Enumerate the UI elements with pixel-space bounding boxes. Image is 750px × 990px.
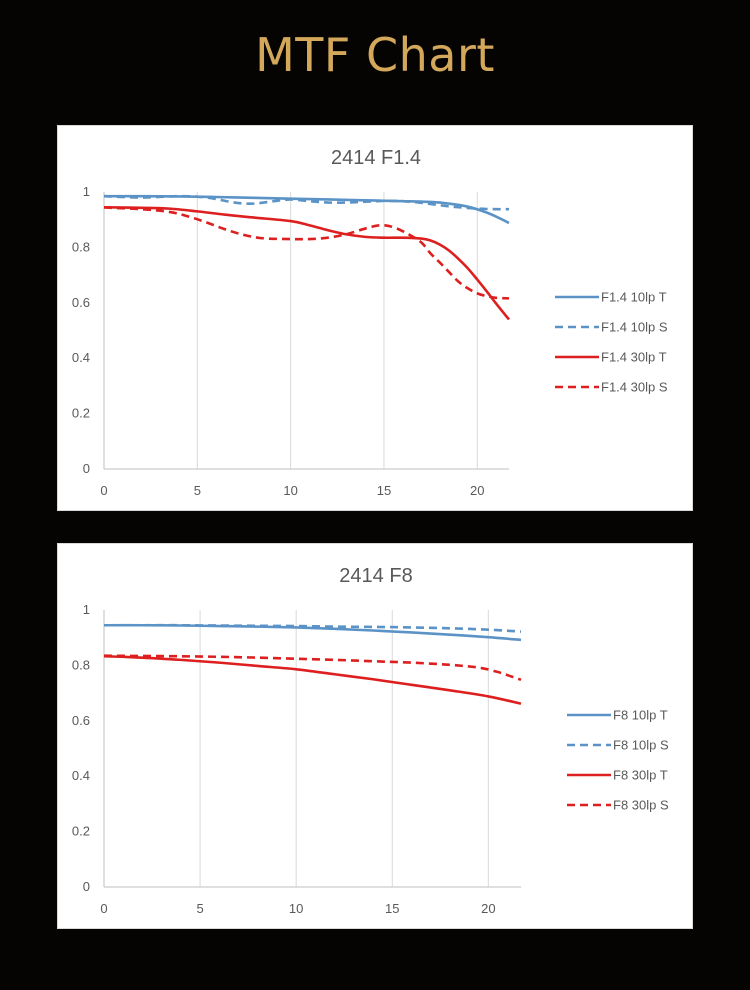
legend-label: F1.4 30lp T (601, 350, 667, 365)
x-tick-label: 5 (194, 483, 201, 498)
legend-label: F1.4 10lp S (601, 320, 668, 335)
legend-label: F1.4 10lp T (601, 290, 667, 305)
legend-label: F8 30lp T (613, 768, 668, 783)
chart-panel-f8: 2414 F8 0 0.2 0.4 0.6 0.8 1 0 5 10 15 20 F8 10lp T F8… (57, 543, 693, 929)
series-line-3 (103, 205, 510, 321)
legend-label: F8 10lp T (613, 708, 668, 723)
y-tick-label: 0.8 (72, 657, 90, 672)
chart-title: 2414 F8 (339, 565, 412, 587)
series-line-4 (103, 654, 522, 682)
x-tick-label: 0 (100, 483, 107, 498)
y-tick-label: 1 (83, 602, 90, 617)
y-tick-label: 0.8 (72, 239, 90, 254)
series-line-1 (103, 623, 522, 642)
y-tick-label: 0.4 (72, 768, 90, 783)
series-line-3 (103, 654, 522, 705)
series-line-4 (103, 206, 510, 300)
x-tick-label: 20 (481, 901, 495, 916)
chart-panel-f14: 2414 F1.4 0 0.2 0.4 0.6 0.8 1 0 5 10 15 20 F1.4 10lp… (57, 125, 693, 511)
x-tick-label: 15 (377, 483, 391, 498)
x-tick-label: 10 (289, 901, 303, 916)
x-tick-label: 0 (100, 901, 107, 916)
series-line-2 (103, 194, 510, 211)
series-line-2 (103, 623, 522, 633)
y-tick-label: 0.6 (72, 713, 90, 728)
chart-title: 2414 F1.4 (331, 147, 421, 169)
legend-label: F1.4 30lp S (601, 380, 668, 395)
y-tick-label: 0.4 (72, 350, 90, 365)
y-tick-label: 0.2 (72, 406, 90, 421)
x-tick-label: 20 (470, 483, 484, 498)
y-tick-label: 0.6 (72, 295, 90, 310)
legend-label: F8 10lp S (613, 738, 669, 753)
y-tick-label: 1 (83, 184, 90, 199)
y-tick-label: 0 (83, 461, 90, 476)
page-title: MTF Chart (255, 28, 495, 82)
x-tick-label: 15 (385, 901, 399, 916)
y-tick-label: 0 (83, 879, 90, 894)
legend-label: F8 30lp S (613, 798, 669, 813)
y-tick-label: 0.2 (72, 824, 90, 839)
x-tick-label: 10 (283, 483, 297, 498)
x-tick-label: 5 (196, 901, 203, 916)
